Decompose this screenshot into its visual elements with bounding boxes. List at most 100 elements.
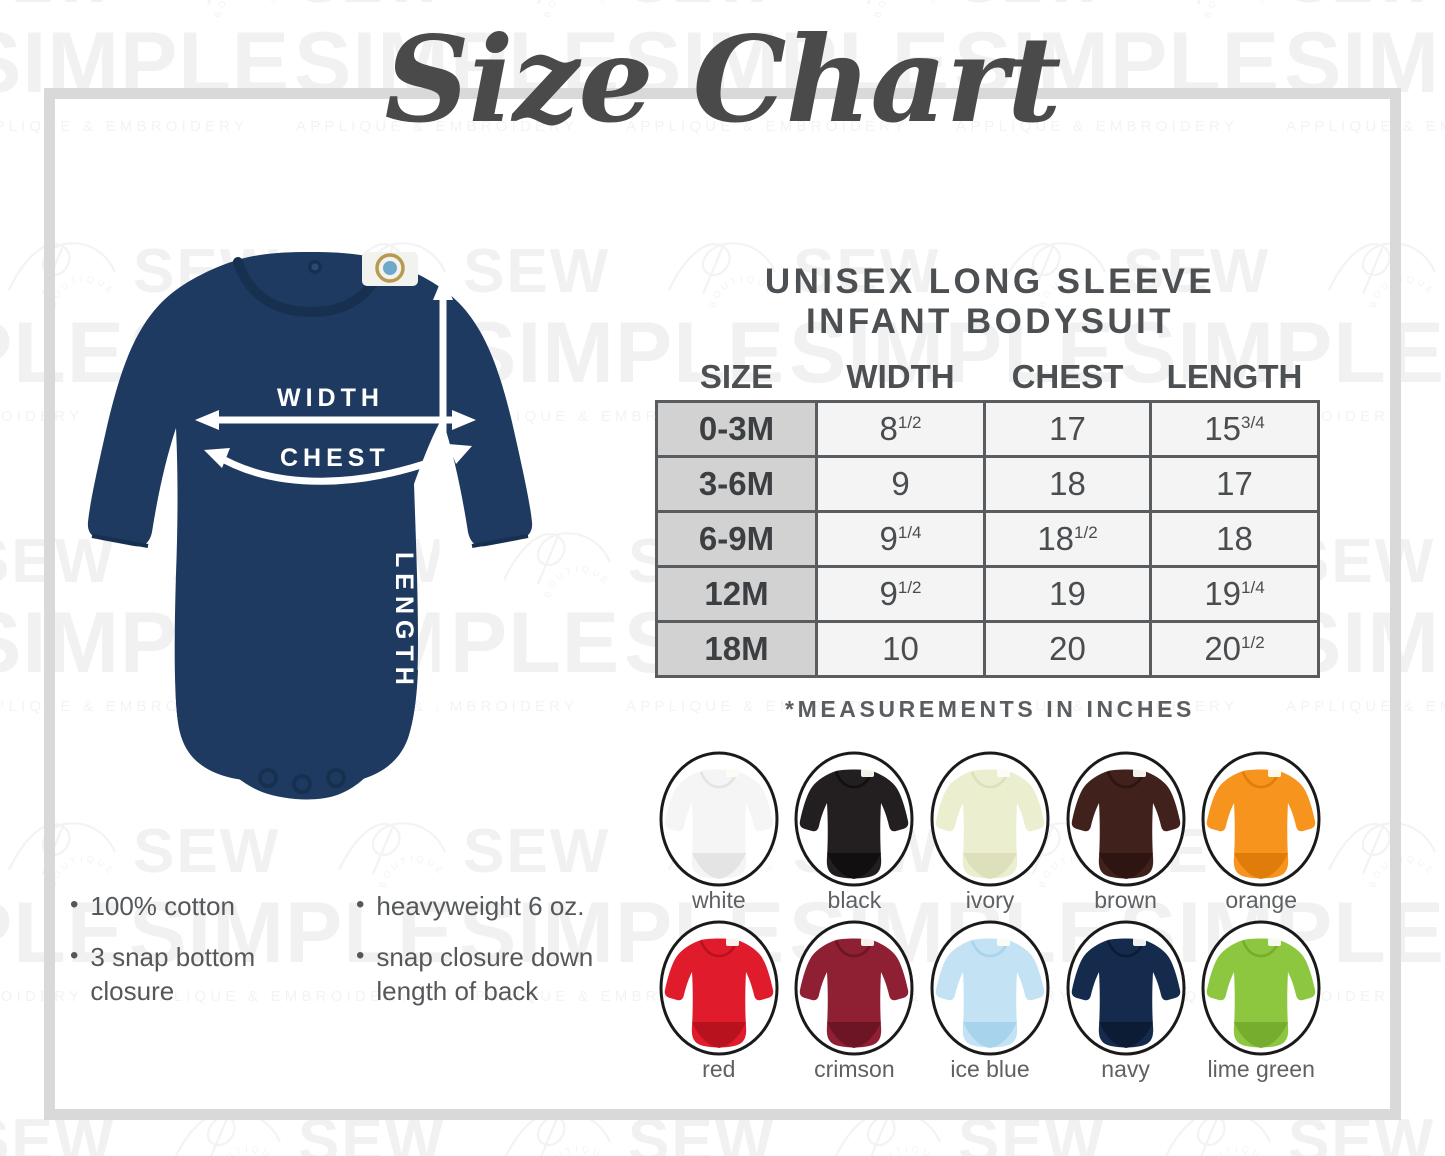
- fraction: 1/4: [1241, 577, 1265, 597]
- swatch-garment-icon: [1071, 768, 1180, 879]
- width-arrow-icon: [195, 410, 476, 430]
- table-cell-size: 12M: [655, 564, 818, 623]
- bodysuit-svg: [87, 252, 533, 800]
- swatch-label: ice blue: [950, 1055, 1030, 1082]
- swatch-label: orange: [1225, 886, 1297, 913]
- table-cell-size: 6-9M: [655, 509, 818, 568]
- color-swatch[interactable]: red: [651, 918, 787, 1083]
- swatch-garment-icon: [1206, 768, 1316, 879]
- feature-item: • snap closure down length of back: [356, 941, 628, 1008]
- length-arrow-icon: [433, 276, 453, 722]
- table-cell: 20: [983, 619, 1152, 678]
- swatch-garment-icon: [664, 937, 774, 1048]
- chest-label: CHEST: [280, 444, 390, 472]
- table-cell: 91/2: [815, 564, 986, 623]
- color-swatch[interactable]: ivory: [922, 749, 1058, 914]
- column-header-chest: CHEST: [1011, 357, 1124, 395]
- watermark-sew: SEW: [0, 0, 115, 17]
- swatch-garment-icon: [800, 937, 909, 1048]
- column-header-length: LENGTH: [1166, 357, 1303, 395]
- svg-text:BOUTIQUE: BOUTIQUE: [212, 0, 282, 19]
- color-swatch[interactable]: navy: [1058, 918, 1194, 1083]
- swatch-label: crimson: [814, 1055, 895, 1082]
- svg-text:BOUTIQUE: BOUTIQUE: [212, 1144, 282, 1156]
- feature-item: • 3 snap bottom closure: [70, 941, 342, 1008]
- decorative-frame: [44, 88, 1401, 1120]
- swatch-garment-icon: [935, 937, 1045, 1048]
- table-header-row: SIZE WIDTH CHEST LENGTH: [657, 358, 1319, 402]
- page-title: Size Chart: [384, 10, 1061, 149]
- snap-buttons-icon: [258, 768, 346, 794]
- swatch-oval-icon: [1066, 751, 1186, 887]
- table-cell: 19: [983, 564, 1152, 623]
- chart-title-line1: UNISEX LONG SLEEVE: [764, 262, 1216, 301]
- features-list: • 100% cotton • 3 snap bottom closure • heav…: [70, 890, 650, 1026]
- swatch-oval-icon: [1201, 751, 1321, 887]
- swatch-oval-icon: [659, 920, 779, 1056]
- swatch-label: red: [702, 1055, 736, 1082]
- swatch-oval-icon: [1201, 920, 1321, 1056]
- feature-text: 3 snap bottom closure: [90, 942, 256, 1006]
- color-swatch[interactable]: brown: [1058, 749, 1194, 914]
- swatch-oval-icon: [794, 920, 914, 1056]
- features-column-right: • heavyweight 6 oz. • snap closure down len…: [356, 890, 628, 1026]
- color-swatch[interactable]: crimson: [787, 918, 923, 1083]
- table-cell: 17: [1149, 454, 1320, 513]
- bullet-icon: •: [356, 942, 365, 970]
- size-table: SIZE WIDTH CHEST LENGTH 0-3M 81/2 17 153/4 3…: [655, 358, 1320, 678]
- column-header-size: SIZE: [699, 357, 774, 395]
- swatch-oval-icon: [930, 920, 1050, 1056]
- bullet-icon: •: [356, 891, 365, 918]
- table-cell: 18: [1149, 509, 1320, 568]
- table-cell: 201/2: [1149, 619, 1320, 678]
- swatch-label: brown: [1094, 886, 1157, 913]
- chart-title-line2: INFANT BODYSUIT: [806, 301, 1174, 341]
- feature-text: snap closure down length of back: [376, 942, 594, 1006]
- feature-item: • heavyweight 6 oz.: [356, 890, 628, 923]
- length-label: LENGTH: [390, 552, 418, 691]
- table-cell: 9: [815, 454, 986, 513]
- bodysuit-illustration: WIDTH CHEST LENGTH: [62, 222, 582, 852]
- chart-title: UNISEX LONG SLEEVE INFANT BODYSUIT: [655, 262, 1325, 342]
- color-swatch[interactable]: orange: [1193, 749, 1329, 914]
- swatch-label: lime green: [1207, 1055, 1315, 1082]
- fraction: 1/2: [897, 412, 922, 432]
- swatch-label: navy: [1101, 1055, 1150, 1082]
- fraction: 1/4: [897, 522, 922, 542]
- swatch-label: ivory: [965, 886, 1015, 913]
- watermark-sew: SEW: [1288, 0, 1435, 17]
- features-column-left: • 100% cotton • 3 snap bottom closure: [70, 890, 342, 1026]
- svg-text:BOUTIQUE: BOUTIQUE: [1202, 1144, 1272, 1156]
- color-swatch[interactable]: lime green: [1193, 918, 1329, 1083]
- swatch-label: white: [691, 886, 746, 913]
- swatch-garment-icon: [935, 768, 1045, 879]
- swatch-label: black: [827, 886, 882, 913]
- table-row: 18M 10 20 201/2: [655, 619, 1320, 678]
- color-swatch[interactable]: black: [787, 749, 923, 914]
- table-row: 0-3M 81/2 17 153/4: [655, 399, 1320, 458]
- swatch-oval-icon: [930, 751, 1050, 887]
- table-cell: 91/4: [815, 509, 986, 568]
- bullet-icon: •: [70, 942, 79, 970]
- fraction: 1/2: [1241, 632, 1265, 652]
- table-cell-size: 3-6M: [655, 454, 818, 513]
- table-cell: 10: [815, 619, 986, 678]
- chest-arrow-icon: [204, 444, 472, 485]
- column-header-width: WIDTH: [846, 357, 955, 395]
- table-cell: 17: [983, 399, 1152, 458]
- table-cell: 18: [983, 454, 1152, 513]
- bullet-icon: •: [70, 891, 79, 918]
- table-cell-size: 0-3M: [655, 399, 818, 458]
- svg-text:BOUTIQUE: BOUTIQUE: [542, 1144, 612, 1156]
- table-cell: 81/2: [815, 399, 986, 458]
- svg-text:BOUTIQUE: BOUTIQUE: [872, 1144, 942, 1156]
- color-swatch[interactable]: ice blue: [922, 918, 1058, 1083]
- table-row: 12M 91/2 19 191/4: [655, 564, 1320, 623]
- swatch-oval-icon: [659, 751, 779, 887]
- feature-text: heavyweight 6 oz.: [376, 891, 585, 921]
- color-swatch[interactable]: white: [651, 749, 787, 914]
- feature-text: 100% cotton: [90, 891, 235, 921]
- swatch-garment-icon: [664, 768, 774, 879]
- brand-tag-icon: [362, 252, 418, 286]
